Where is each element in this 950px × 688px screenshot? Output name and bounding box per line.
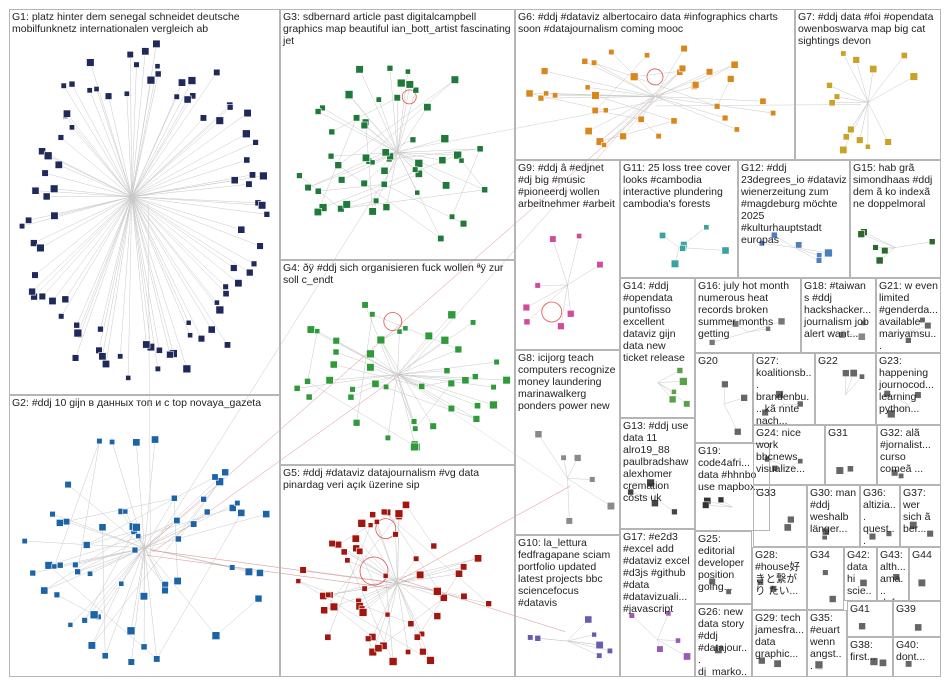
group-g24: G24: nice work bbcnews visualize...: [753, 425, 825, 485]
group-label: G4: ðÿ #ddj sich organisieren fuck wolle…: [283, 262, 507, 286]
group-g30: G30: man #ddj weshalb länger...: [807, 485, 860, 547]
group-g29: G29: tech jamesfra... data graphic...: [752, 610, 807, 677]
group-g7: G7: #ddj data #foi #opendata owenboswarv…: [795, 9, 941, 160]
group-g31: G31: [825, 425, 877, 485]
group-label: G44: [912, 549, 932, 561]
group-g32: G32: alã #jornalist... curso comeã ...: [877, 425, 941, 485]
group-label: G35: #euart wenn angst...: [810, 612, 843, 672]
group-g5: G5: #ddj #dataviz datajournalism #vg dat…: [280, 465, 515, 677]
group-g18: G18: #taiwan s #ddj hackshacker... journ…: [801, 278, 876, 353]
group-label: G22: [818, 355, 838, 367]
group-label: G40: dont...: [896, 639, 926, 663]
group-label: G37: wer sich ã ber...: [903, 487, 934, 535]
group-g3: G3: sdbernard article past digitalcampbe…: [280, 9, 515, 260]
group-label: G8: icijorg teach computers recognize mo…: [518, 352, 619, 412]
group-label: G32: alã #jornalist... curso comeã ...: [880, 427, 934, 475]
group-g6: G6: #ddj #dataviz albertocairo data #inf…: [515, 9, 795, 160]
group-g23: G23: happening journocod... learning pyt…: [876, 353, 941, 425]
group-label: G43: alth... ama... defo...: [880, 549, 906, 600]
group-label: G7: #ddj data #foi #opendata owenboswarv…: [798, 11, 937, 47]
group-label: G15: hab grã simondhaas #ddj dem ã ko in…: [853, 162, 936, 210]
group-g16: G16: july hot month numerous heat record…: [695, 278, 801, 353]
group-g27: G27: koalitionsb... brandenbu... kã nnte…: [753, 353, 815, 425]
group-g21: G21: w even limited #genderda... availab…: [876, 278, 941, 353]
group-g4: G4: ðÿ #ddj sich organisieren fuck wolle…: [280, 260, 515, 465]
group-label: G33: [756, 487, 776, 499]
group-label: G34: [810, 549, 830, 561]
group-g28: G28: #house好 きと繋がり たい...: [752, 547, 807, 610]
group-g8: G8: icijorg teach computers recognize mo…: [515, 350, 620, 535]
group-g11: G11: 25 loss tree cover looks #cambodia …: [620, 160, 738, 278]
group-label: G5: #ddj #dataviz datajournalism #vg dat…: [283, 467, 483, 491]
group-label: G16: july hot month numerous heat record…: [698, 280, 792, 340]
group-label: G27: koalitionsb... brandenbu... kã nnte…: [756, 355, 812, 425]
group-label: G21: w even limited #genderda... availab…: [879, 280, 941, 352]
group-label: G25: editorial developer position going.…: [698, 533, 748, 593]
group-g37: G37: wer sich ã ber...: [900, 485, 941, 547]
group-g19: G19: code4afri... data #hhnbo use mapbox…: [695, 443, 770, 531]
group-label: G30: man #ddj weshalb länger...: [810, 487, 860, 535]
group-label: G24: nice work bbcnews visualize...: [756, 427, 806, 475]
group-label: G6: #ddj #dataviz albertocairo data #inf…: [518, 11, 781, 35]
group-label: G2: #ddj 10 gijn в данных топ и с top no…: [12, 397, 262, 409]
group-label: G12: #ddj 23degrees_io #dataviz wienerze…: [741, 162, 850, 246]
group-g26: G26: new data story #ddj #datajour... dj…: [695, 604, 752, 677]
group-label: G29: tech jamesfra... data graphic...: [755, 612, 807, 660]
group-g38: G38: first...: [847, 637, 893, 677]
group-label: G18: #taiwan s #ddj hackshacker... journ…: [804, 280, 875, 340]
group-g39: G39: [893, 601, 941, 637]
group-label: G36: altizia... quest... trigge...: [863, 487, 896, 547]
group-g13: G13: #ddj use data 11 alro19_88 paulbrad…: [620, 418, 695, 529]
group-g44: G44: [909, 547, 941, 601]
group-label: G23: happening journocod... learning pyt…: [879, 355, 937, 415]
group-label: G9: #ddj â #edjnet #dj big #music #pione…: [518, 162, 615, 210]
group-g42: G42: data hi scie...: [844, 547, 877, 601]
group-label: G38: first...: [850, 639, 876, 663]
group-label: G31: [828, 427, 848, 439]
group-label: G28: #house好 きと繋がり たい...: [755, 549, 803, 597]
group-g2: G2: #ddj 10 gijn в данных топ и с top no…: [9, 395, 280, 677]
group-g43: G43: alth... ama... defo...: [877, 547, 909, 601]
group-g41: G41: [847, 601, 893, 637]
group-g1: G1: platz hinter dem senegal schneidet d…: [9, 9, 280, 395]
group-label: G13: #ddj use data 11 alro19_88 paulbrad…: [623, 420, 692, 504]
group-g40: G40: dont...: [893, 637, 941, 677]
group-g12: G12: #ddj 23degrees_io #dataviz wienerze…: [738, 160, 850, 278]
group-label: G1: platz hinter dem senegal schneidet d…: [12, 11, 243, 35]
group-g17: G17: #e2d3 #excel add #dataviz excel #d3…: [620, 529, 695, 677]
group-label: G39: [896, 603, 916, 615]
group-label: G17: #e2d3 #excel add #dataviz excel #d3…: [623, 531, 693, 615]
group-g35: G35: #euart wenn angst...: [807, 610, 847, 677]
group-g25: G25: editorial developer position going.…: [695, 531, 752, 604]
group-g14: G14: #ddj #opendata puntofisso excellent…: [620, 278, 695, 418]
group-g10: G10: la_lettura fedfragapane sciam portf…: [515, 535, 620, 677]
group-g33: G33: [753, 485, 807, 547]
group-g22: G22: [815, 353, 876, 425]
group-g9: G9: #ddj â #edjnet #dj big #music #pione…: [515, 160, 620, 350]
group-label: G11: 25 loss tree cover looks #cambodia …: [623, 162, 734, 210]
group-label: G42: data hi scie...: [847, 549, 872, 600]
group-label: G19: code4afri... data #hhnbo use mapbox…: [698, 445, 764, 493]
group-label: G10: la_lettura fedfragapane sciam portf…: [518, 537, 614, 609]
group-label: G41: [850, 603, 870, 615]
group-label: G26: new data story #ddj #datajour... dj…: [698, 606, 748, 677]
group-g20: G20: [695, 353, 753, 443]
group-g34: G34: [807, 547, 844, 610]
group-label: G20: [698, 355, 718, 367]
group-g36: G36: altizia... quest... trigge...: [860, 485, 900, 547]
group-g15: G15: hab grã simondhaas #ddj dem ã ko in…: [850, 160, 941, 278]
group-label: G3: sdbernard article past digitalcampbe…: [283, 11, 514, 47]
group-label: G14: #ddj #opendata puntofisso excellent…: [623, 280, 685, 364]
